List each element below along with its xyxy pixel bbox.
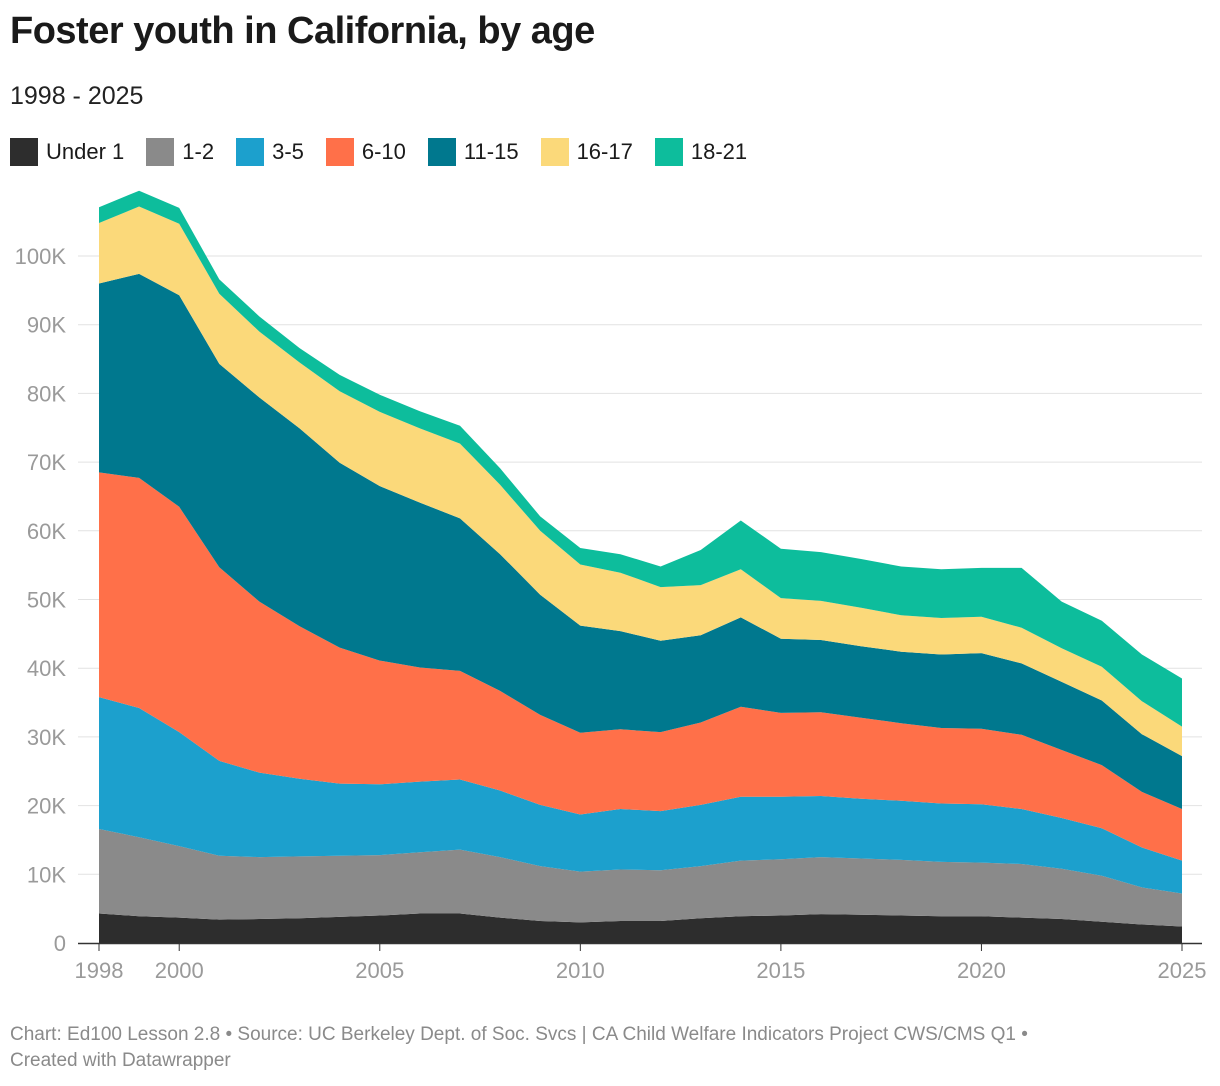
x-tick-label: 2010	[556, 958, 605, 983]
legend-item: 18-21	[654, 138, 748, 166]
chart-footer: Chart: Ed100 Lesson 2.8 • Source: UC Ber…	[10, 1022, 1028, 1074]
legend-label: 18-21	[690, 139, 748, 164]
chart-subtitle: 1998 - 2025	[10, 82, 144, 110]
y-tick-label: 50K	[27, 588, 66, 613]
footer-credit-line: Created with Datawrapper	[10, 1050, 231, 1071]
legend-swatch	[325, 138, 354, 166]
x-tick-label: 2015	[756, 958, 805, 983]
legend-swatch	[654, 138, 683, 166]
stacked-area-chart: 0 10K 20K 30K 40K 50K 60K 70K 80K 90K 100K 1998 2000…	[15, 190, 1207, 983]
legend-item: 11-15	[427, 138, 519, 166]
chart-title: Foster youth in California, by age	[10, 10, 595, 52]
legend-swatch	[427, 138, 456, 166]
y-tick-label: 70K	[27, 450, 66, 475]
legend-item: 6-10	[325, 138, 406, 166]
legend-label: 11-15	[463, 139, 519, 164]
legend-item: Under 1	[10, 138, 124, 166]
legend-item: 16-17	[540, 138, 633, 166]
x-tick-label: 2020	[957, 958, 1006, 983]
legend-swatch	[236, 138, 265, 166]
x-tick-label: 1998	[75, 958, 124, 983]
legend-swatch	[146, 138, 175, 166]
y-tick-label: 60K	[27, 519, 66, 544]
y-tick-label: 20K	[27, 794, 66, 819]
legend-swatch	[540, 138, 569, 166]
area-series	[99, 273, 1182, 809]
area-series	[99, 913, 1182, 943]
y-tick-label: 80K	[27, 381, 66, 406]
y-tick-label: 90K	[27, 313, 66, 338]
legend-swatch	[10, 138, 38, 166]
area-series	[99, 697, 1182, 894]
y-tick-label: 30K	[27, 725, 66, 750]
legend-label: 6-10	[361, 139, 406, 164]
y-tick-label: 10K	[27, 862, 66, 887]
y-tick-label: 100K	[15, 244, 67, 269]
legend-item: 1-2	[146, 138, 214, 166]
legend-label: 3-5	[272, 139, 304, 164]
area-series	[99, 829, 1182, 927]
x-tick-label: 2025	[1158, 958, 1207, 983]
x-tick-label: 2000	[155, 958, 204, 983]
x-tick-label: 2005	[355, 958, 404, 983]
footer-source-line: Chart: Ed100 Lesson 2.8 • Source: UC Ber…	[10, 1024, 1028, 1045]
legend-label: 1-2	[182, 139, 215, 164]
y-tick-label: 0	[54, 931, 66, 956]
legend: Under 1 1-2 3-5 6-10 11-15 16-17 18-21	[10, 138, 747, 166]
area-series	[99, 206, 1182, 757]
area-series	[99, 472, 1182, 861]
legend-item: 3-5	[236, 138, 304, 166]
area-series	[99, 190, 1182, 727]
y-tick-label: 40K	[27, 656, 66, 681]
legend-label: Under 1	[46, 139, 125, 164]
legend-label: 16-17	[576, 139, 633, 164]
